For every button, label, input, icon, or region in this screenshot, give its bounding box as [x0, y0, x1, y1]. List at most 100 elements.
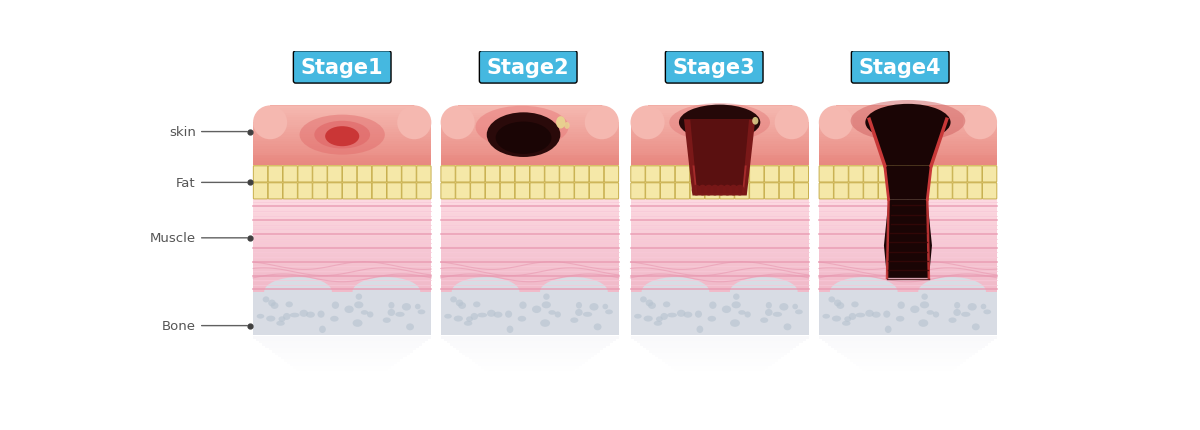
FancyBboxPatch shape	[690, 166, 704, 183]
Ellipse shape	[865, 310, 874, 317]
Bar	[818, 125, 997, 128]
Ellipse shape	[983, 310, 991, 315]
Ellipse shape	[918, 277, 986, 307]
Text: Bone: Bone	[162, 319, 196, 332]
Ellipse shape	[544, 294, 550, 300]
Ellipse shape	[283, 313, 290, 320]
Bar	[253, 118, 431, 120]
Bar	[253, 116, 431, 118]
FancyBboxPatch shape	[720, 183, 734, 200]
FancyBboxPatch shape	[268, 166, 282, 183]
FancyBboxPatch shape	[486, 183, 499, 200]
Ellipse shape	[540, 277, 607, 307]
Bar	[634, 339, 805, 341]
Bar	[253, 223, 431, 227]
Bar	[818, 287, 997, 292]
FancyBboxPatch shape	[605, 166, 619, 183]
Bar	[859, 366, 956, 369]
Bar	[440, 106, 619, 108]
Bar	[440, 142, 619, 144]
Ellipse shape	[845, 316, 851, 322]
Ellipse shape	[266, 316, 275, 322]
Bar	[253, 214, 431, 218]
Ellipse shape	[517, 316, 526, 322]
Ellipse shape	[278, 316, 286, 322]
Bar	[440, 227, 619, 232]
Ellipse shape	[764, 309, 773, 316]
FancyBboxPatch shape	[893, 183, 907, 200]
FancyBboxPatch shape	[605, 183, 619, 200]
Bar	[440, 223, 619, 227]
Bar	[630, 154, 809, 157]
Bar	[253, 157, 431, 159]
Bar	[630, 114, 809, 116]
Ellipse shape	[871, 312, 881, 318]
Bar	[818, 209, 997, 214]
Bar	[818, 154, 997, 157]
FancyBboxPatch shape	[923, 166, 937, 183]
Bar	[253, 292, 431, 335]
FancyBboxPatch shape	[848, 183, 863, 200]
Bar	[290, 364, 394, 366]
Ellipse shape	[402, 303, 412, 311]
Ellipse shape	[319, 326, 326, 333]
Ellipse shape	[691, 185, 701, 196]
Bar	[466, 355, 594, 357]
Bar	[840, 353, 976, 355]
Ellipse shape	[736, 185, 744, 196]
Ellipse shape	[766, 302, 772, 309]
FancyBboxPatch shape	[953, 166, 967, 183]
Ellipse shape	[640, 297, 647, 303]
Ellipse shape	[520, 302, 527, 309]
Bar	[440, 118, 619, 120]
Ellipse shape	[397, 106, 431, 140]
Bar	[818, 237, 997, 241]
Ellipse shape	[300, 310, 308, 317]
Polygon shape	[684, 120, 755, 196]
FancyBboxPatch shape	[342, 166, 356, 183]
Bar	[630, 111, 809, 114]
Ellipse shape	[464, 321, 473, 326]
Ellipse shape	[972, 324, 979, 331]
Bar	[818, 135, 997, 137]
Ellipse shape	[289, 313, 300, 318]
Ellipse shape	[648, 302, 656, 309]
Ellipse shape	[834, 300, 841, 307]
Bar	[818, 200, 997, 205]
Bar	[440, 241, 619, 246]
Ellipse shape	[454, 316, 463, 322]
FancyBboxPatch shape	[983, 183, 997, 200]
Ellipse shape	[784, 324, 792, 331]
FancyBboxPatch shape	[878, 183, 893, 200]
Ellipse shape	[263, 297, 269, 303]
Bar	[630, 123, 809, 125]
Ellipse shape	[630, 106, 665, 140]
Bar	[630, 232, 809, 237]
Text: Stage1: Stage1	[301, 58, 384, 78]
Bar	[643, 346, 797, 348]
Bar	[649, 350, 790, 353]
Bar	[446, 341, 613, 344]
Bar	[440, 137, 619, 140]
Bar	[265, 346, 419, 348]
FancyBboxPatch shape	[690, 183, 704, 200]
Ellipse shape	[506, 326, 514, 333]
Bar	[253, 287, 431, 292]
Bar	[818, 144, 997, 147]
FancyBboxPatch shape	[559, 183, 574, 200]
FancyBboxPatch shape	[388, 183, 401, 200]
FancyBboxPatch shape	[848, 166, 863, 183]
Ellipse shape	[830, 277, 898, 307]
Bar	[253, 144, 431, 147]
Ellipse shape	[575, 309, 583, 316]
Bar	[454, 346, 606, 348]
Bar	[630, 132, 809, 135]
Bar	[630, 147, 809, 149]
Ellipse shape	[822, 314, 830, 319]
Bar	[630, 106, 648, 123]
Bar	[253, 251, 431, 255]
Bar	[818, 120, 997, 123]
Ellipse shape	[646, 300, 653, 307]
Ellipse shape	[656, 316, 662, 322]
FancyBboxPatch shape	[646, 166, 660, 183]
